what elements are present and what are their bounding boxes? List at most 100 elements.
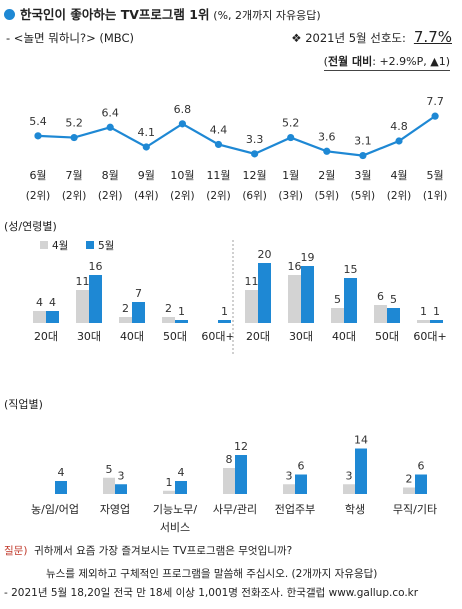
bar-prior bbox=[417, 320, 430, 323]
bar-prior bbox=[403, 487, 415, 494]
occupation-label: 학생 bbox=[345, 503, 365, 516]
occupation-label: 사무/관리 bbox=[213, 503, 257, 516]
occupation-label-line2: 서비스 bbox=[160, 521, 190, 534]
trend-value-label: 6.8 bbox=[174, 103, 192, 116]
question-text-1: 귀하께서 요즘 가장 즐겨보시는 TV프로그램은 무엇입니까? bbox=[34, 545, 293, 557]
bar-value-prior: 8 bbox=[226, 453, 233, 466]
bar-value-prior: 11 bbox=[245, 275, 259, 288]
month-label: 1월 bbox=[282, 169, 299, 182]
rank-label: (1위) bbox=[423, 189, 448, 202]
bar-prior bbox=[331, 308, 344, 323]
bar-value-prior: 4 bbox=[36, 296, 43, 309]
section-label-occupation: (직업별) bbox=[4, 398, 43, 411]
trend-point bbox=[178, 120, 186, 128]
month-label: 4월 bbox=[390, 169, 407, 182]
trend-point bbox=[287, 133, 295, 142]
trend-value-label: 3.1 bbox=[354, 135, 372, 148]
month-label: 8월 bbox=[102, 169, 119, 182]
bar-value-current: 4 bbox=[58, 466, 65, 479]
rank-label: (5위) bbox=[315, 189, 340, 202]
trend-point bbox=[323, 147, 331, 155]
rank-label: (4위) bbox=[134, 189, 159, 202]
bar-prior bbox=[288, 275, 301, 323]
occupation-label: 농/임/어업 bbox=[31, 503, 79, 516]
bar-current bbox=[387, 308, 400, 323]
month-label: 7월 bbox=[66, 169, 83, 182]
bar-prior bbox=[223, 468, 235, 494]
bar-current bbox=[55, 481, 67, 494]
trend-value-label: 5.2 bbox=[282, 117, 300, 130]
trend-value-label: 3.3 bbox=[246, 133, 264, 146]
preference-readout: ❖ 2021년 5월 선호도: 7.7% bbox=[291, 28, 452, 46]
age-label: 50대 bbox=[375, 330, 399, 343]
bar-prior bbox=[245, 290, 258, 323]
bar-current bbox=[235, 455, 247, 494]
trend-point bbox=[142, 143, 150, 151]
bar-value-current: 12 bbox=[234, 440, 248, 453]
month-label: 10월 bbox=[170, 169, 194, 182]
trend-value-label: 3.6 bbox=[318, 130, 336, 143]
bar-value-prior: 5 bbox=[334, 293, 341, 306]
bar-value-prior: 1 bbox=[166, 476, 173, 489]
trend-point bbox=[70, 133, 78, 142]
bar-value-current: 1 bbox=[178, 305, 185, 318]
bar-current bbox=[175, 481, 187, 494]
month-label: 12월 bbox=[243, 169, 267, 182]
bar-current bbox=[115, 484, 127, 494]
bar-current bbox=[89, 275, 102, 323]
bar-prior bbox=[119, 317, 132, 323]
rank-label: (2위) bbox=[387, 189, 412, 202]
month-label: 11월 bbox=[206, 169, 230, 182]
rank-label: (2위) bbox=[26, 189, 51, 202]
trend-point bbox=[34, 132, 42, 140]
bar-prior bbox=[343, 484, 355, 494]
rank-label: (6위) bbox=[242, 189, 267, 202]
month-label: 9월 bbox=[138, 169, 155, 182]
bar-value-current: 4 bbox=[178, 466, 185, 479]
bar-value-current: 14 bbox=[354, 434, 368, 447]
bar-current bbox=[344, 278, 357, 323]
bar-current bbox=[218, 320, 231, 323]
trend-point bbox=[214, 140, 223, 149]
bar-prior bbox=[374, 305, 387, 323]
legend-swatch-current bbox=[86, 241, 94, 249]
title-main: 한국인이 좋아하는 TV프로그램 1위 bbox=[20, 7, 210, 22]
age-label: 20대 bbox=[246, 330, 270, 343]
preference-label: ❖ 2021년 5월 선호도: bbox=[291, 31, 406, 45]
bar-current bbox=[430, 320, 443, 323]
question-line-1: 질문) 귀하께서 요즘 가장 즐겨보시는 TV프로그램은 무엇입니까? bbox=[4, 543, 292, 558]
trend-value-label: 5.2 bbox=[65, 117, 83, 130]
bar-current bbox=[46, 311, 59, 323]
bar-prior bbox=[162, 317, 175, 323]
trend-value-label: 7.7 bbox=[426, 95, 444, 108]
rank-label: (2위) bbox=[170, 189, 195, 202]
bar-current bbox=[415, 474, 427, 494]
rank-label: (3위) bbox=[278, 189, 303, 202]
month-label: 3월 bbox=[354, 169, 371, 182]
occupation-label: 무직/기타 bbox=[393, 503, 437, 516]
bar-value-prior: 3 bbox=[346, 469, 353, 482]
age-label: 40대 bbox=[120, 330, 144, 343]
survey-source: - 2021년 5월 18,20일 전국 만 18세 이상 1,001명 전화조… bbox=[4, 587, 419, 599]
chart-title: 한국인이 좋아하는 TV프로그램 1위 (%, 2개까지 자유응답) bbox=[4, 4, 321, 23]
bar-value-prior: 3 bbox=[286, 469, 293, 482]
section-label-gender-age: (성/연령별) bbox=[4, 220, 57, 233]
bar-value-current: 4 bbox=[49, 296, 56, 309]
trend-line bbox=[37, 115, 436, 157]
bar-value-prior: 2 bbox=[122, 302, 129, 315]
bar-value-prior: 1 bbox=[420, 305, 427, 318]
legend-label-prior: 4월 bbox=[52, 240, 68, 252]
change-open: ( bbox=[323, 55, 328, 68]
bar-value-prior: 6 bbox=[377, 290, 384, 303]
bar-value-current: 16 bbox=[89, 260, 103, 273]
change-label: 전월 대비 bbox=[327, 55, 373, 68]
age-label: 20대 bbox=[34, 330, 58, 343]
bar-value-current: 6 bbox=[298, 460, 305, 473]
rank-label: (2위) bbox=[98, 189, 123, 202]
age-label: 60대+ bbox=[413, 330, 446, 343]
bar-current bbox=[355, 448, 367, 494]
change-value: : +2.9%P, ▲1) bbox=[372, 55, 450, 68]
trend-value-label: 6.4 bbox=[101, 106, 119, 119]
bar-prior bbox=[103, 477, 115, 494]
